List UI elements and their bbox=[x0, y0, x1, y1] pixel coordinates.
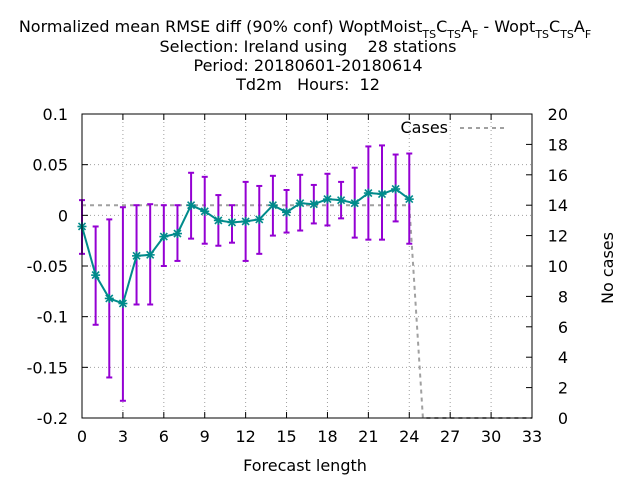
data-point bbox=[104, 293, 114, 303]
x-tick-label: 12 bbox=[235, 427, 255, 446]
title-line1-exp2-part1: TS bbox=[534, 28, 549, 41]
x-tick-label: 3 bbox=[118, 427, 128, 446]
data-point bbox=[91, 270, 101, 280]
y-tick-label: 0.05 bbox=[32, 156, 68, 175]
data-point bbox=[336, 195, 346, 205]
data-point bbox=[241, 216, 251, 226]
axis-ticks bbox=[81, 113, 533, 419]
y2-tick-label: 14 bbox=[548, 196, 568, 215]
y-tick-label: -0.05 bbox=[27, 257, 68, 276]
data-point bbox=[254, 214, 264, 224]
data-point bbox=[309, 199, 319, 209]
data-point bbox=[172, 229, 182, 239]
title-line1-exp2-part2: C bbox=[549, 17, 560, 36]
title-line1: Normalized mean RMSE diff (90% conf) Wop… bbox=[19, 17, 591, 41]
y2-tick-label: 8 bbox=[558, 287, 568, 306]
data-point bbox=[391, 184, 401, 194]
title-line1-exp2-part5: F bbox=[585, 28, 591, 41]
data-point bbox=[350, 198, 360, 208]
title-line1-exp1-part1: TS bbox=[421, 28, 436, 41]
y-tick-label: -0.2 bbox=[37, 409, 68, 428]
x-tick-label: 0 bbox=[77, 427, 87, 446]
title-line1-exp2-part4: A bbox=[574, 17, 585, 36]
title-line2: Selection: Ireland using 28 stations bbox=[159, 37, 456, 56]
y2-tick-label: 4 bbox=[558, 348, 568, 367]
y-tick-label: -0.1 bbox=[37, 308, 68, 327]
data-point bbox=[186, 200, 196, 210]
title-line1-exp1-part4: A bbox=[461, 17, 472, 36]
y2-tick-label: 18 bbox=[548, 135, 568, 154]
title-line1-exp1-part5: F bbox=[472, 28, 478, 41]
y-tick-label: 0.1 bbox=[43, 105, 68, 124]
title-line1-exp2-part3: TS bbox=[559, 28, 574, 41]
data-point bbox=[363, 188, 373, 198]
y-tick-label: -0.15 bbox=[27, 358, 68, 377]
data-point bbox=[404, 194, 414, 204]
data-point bbox=[268, 200, 278, 210]
x-tick-label: 33 bbox=[522, 427, 542, 446]
x-tick-label: 15 bbox=[276, 427, 296, 446]
y2-tick-label: 2 bbox=[558, 379, 568, 398]
x-axis-label: Forecast length bbox=[243, 456, 367, 475]
chart-title: Normalized mean RMSE diff (90% conf) Wop… bbox=[19, 17, 591, 94]
title-line1-exp1-part3: TS bbox=[446, 28, 461, 41]
y-tick-label: 0 bbox=[58, 206, 68, 225]
data-point bbox=[213, 215, 223, 225]
y2-tick-label: 16 bbox=[548, 166, 568, 185]
legend-label-cases: Cases bbox=[401, 118, 449, 137]
title-line1-prefix: Normalized mean RMSE diff (90% conf) Wop… bbox=[19, 17, 423, 36]
data-point bbox=[132, 251, 142, 261]
title-line4: Td2m Hours: 12 bbox=[235, 75, 380, 94]
main-series bbox=[77, 184, 414, 308]
data-point bbox=[200, 206, 210, 216]
data-point bbox=[145, 250, 155, 260]
y2-tick-label: 0 bbox=[558, 409, 568, 428]
data-point bbox=[377, 189, 387, 199]
data-point bbox=[159, 232, 169, 242]
data-point bbox=[322, 194, 332, 204]
x-tick-label: 6 bbox=[159, 427, 169, 446]
x-tick-label: 18 bbox=[317, 427, 337, 446]
y2-tick-label: 6 bbox=[558, 318, 568, 337]
x-tick-label: 9 bbox=[200, 427, 210, 446]
y2-tick-label: 12 bbox=[548, 227, 568, 246]
tick-labels: 0 3 6 9 12 15 18 21 24 27 30 330.10.050-0.05-0.1-0.… bbox=[27, 105, 568, 446]
x-tick-label: 24 bbox=[399, 427, 419, 446]
data-point bbox=[295, 198, 305, 208]
title-line1-separator: - Wopt bbox=[478, 17, 535, 36]
data-point bbox=[118, 298, 128, 308]
data-point bbox=[282, 207, 292, 217]
legend: Cases bbox=[401, 118, 506, 137]
x-tick-label: 27 bbox=[440, 427, 460, 446]
y2-tick-label: 10 bbox=[548, 257, 568, 276]
x-tick-label: 30 bbox=[481, 427, 501, 446]
title-line1-exp1-part2: C bbox=[436, 17, 447, 36]
x-tick-label: 21 bbox=[358, 427, 378, 446]
y2-axis-label: No cases bbox=[598, 232, 617, 304]
y2-tick-label: 20 bbox=[548, 105, 568, 124]
data-point bbox=[227, 217, 237, 227]
title-line3: Period: 20180601-20180614 bbox=[193, 56, 422, 75]
